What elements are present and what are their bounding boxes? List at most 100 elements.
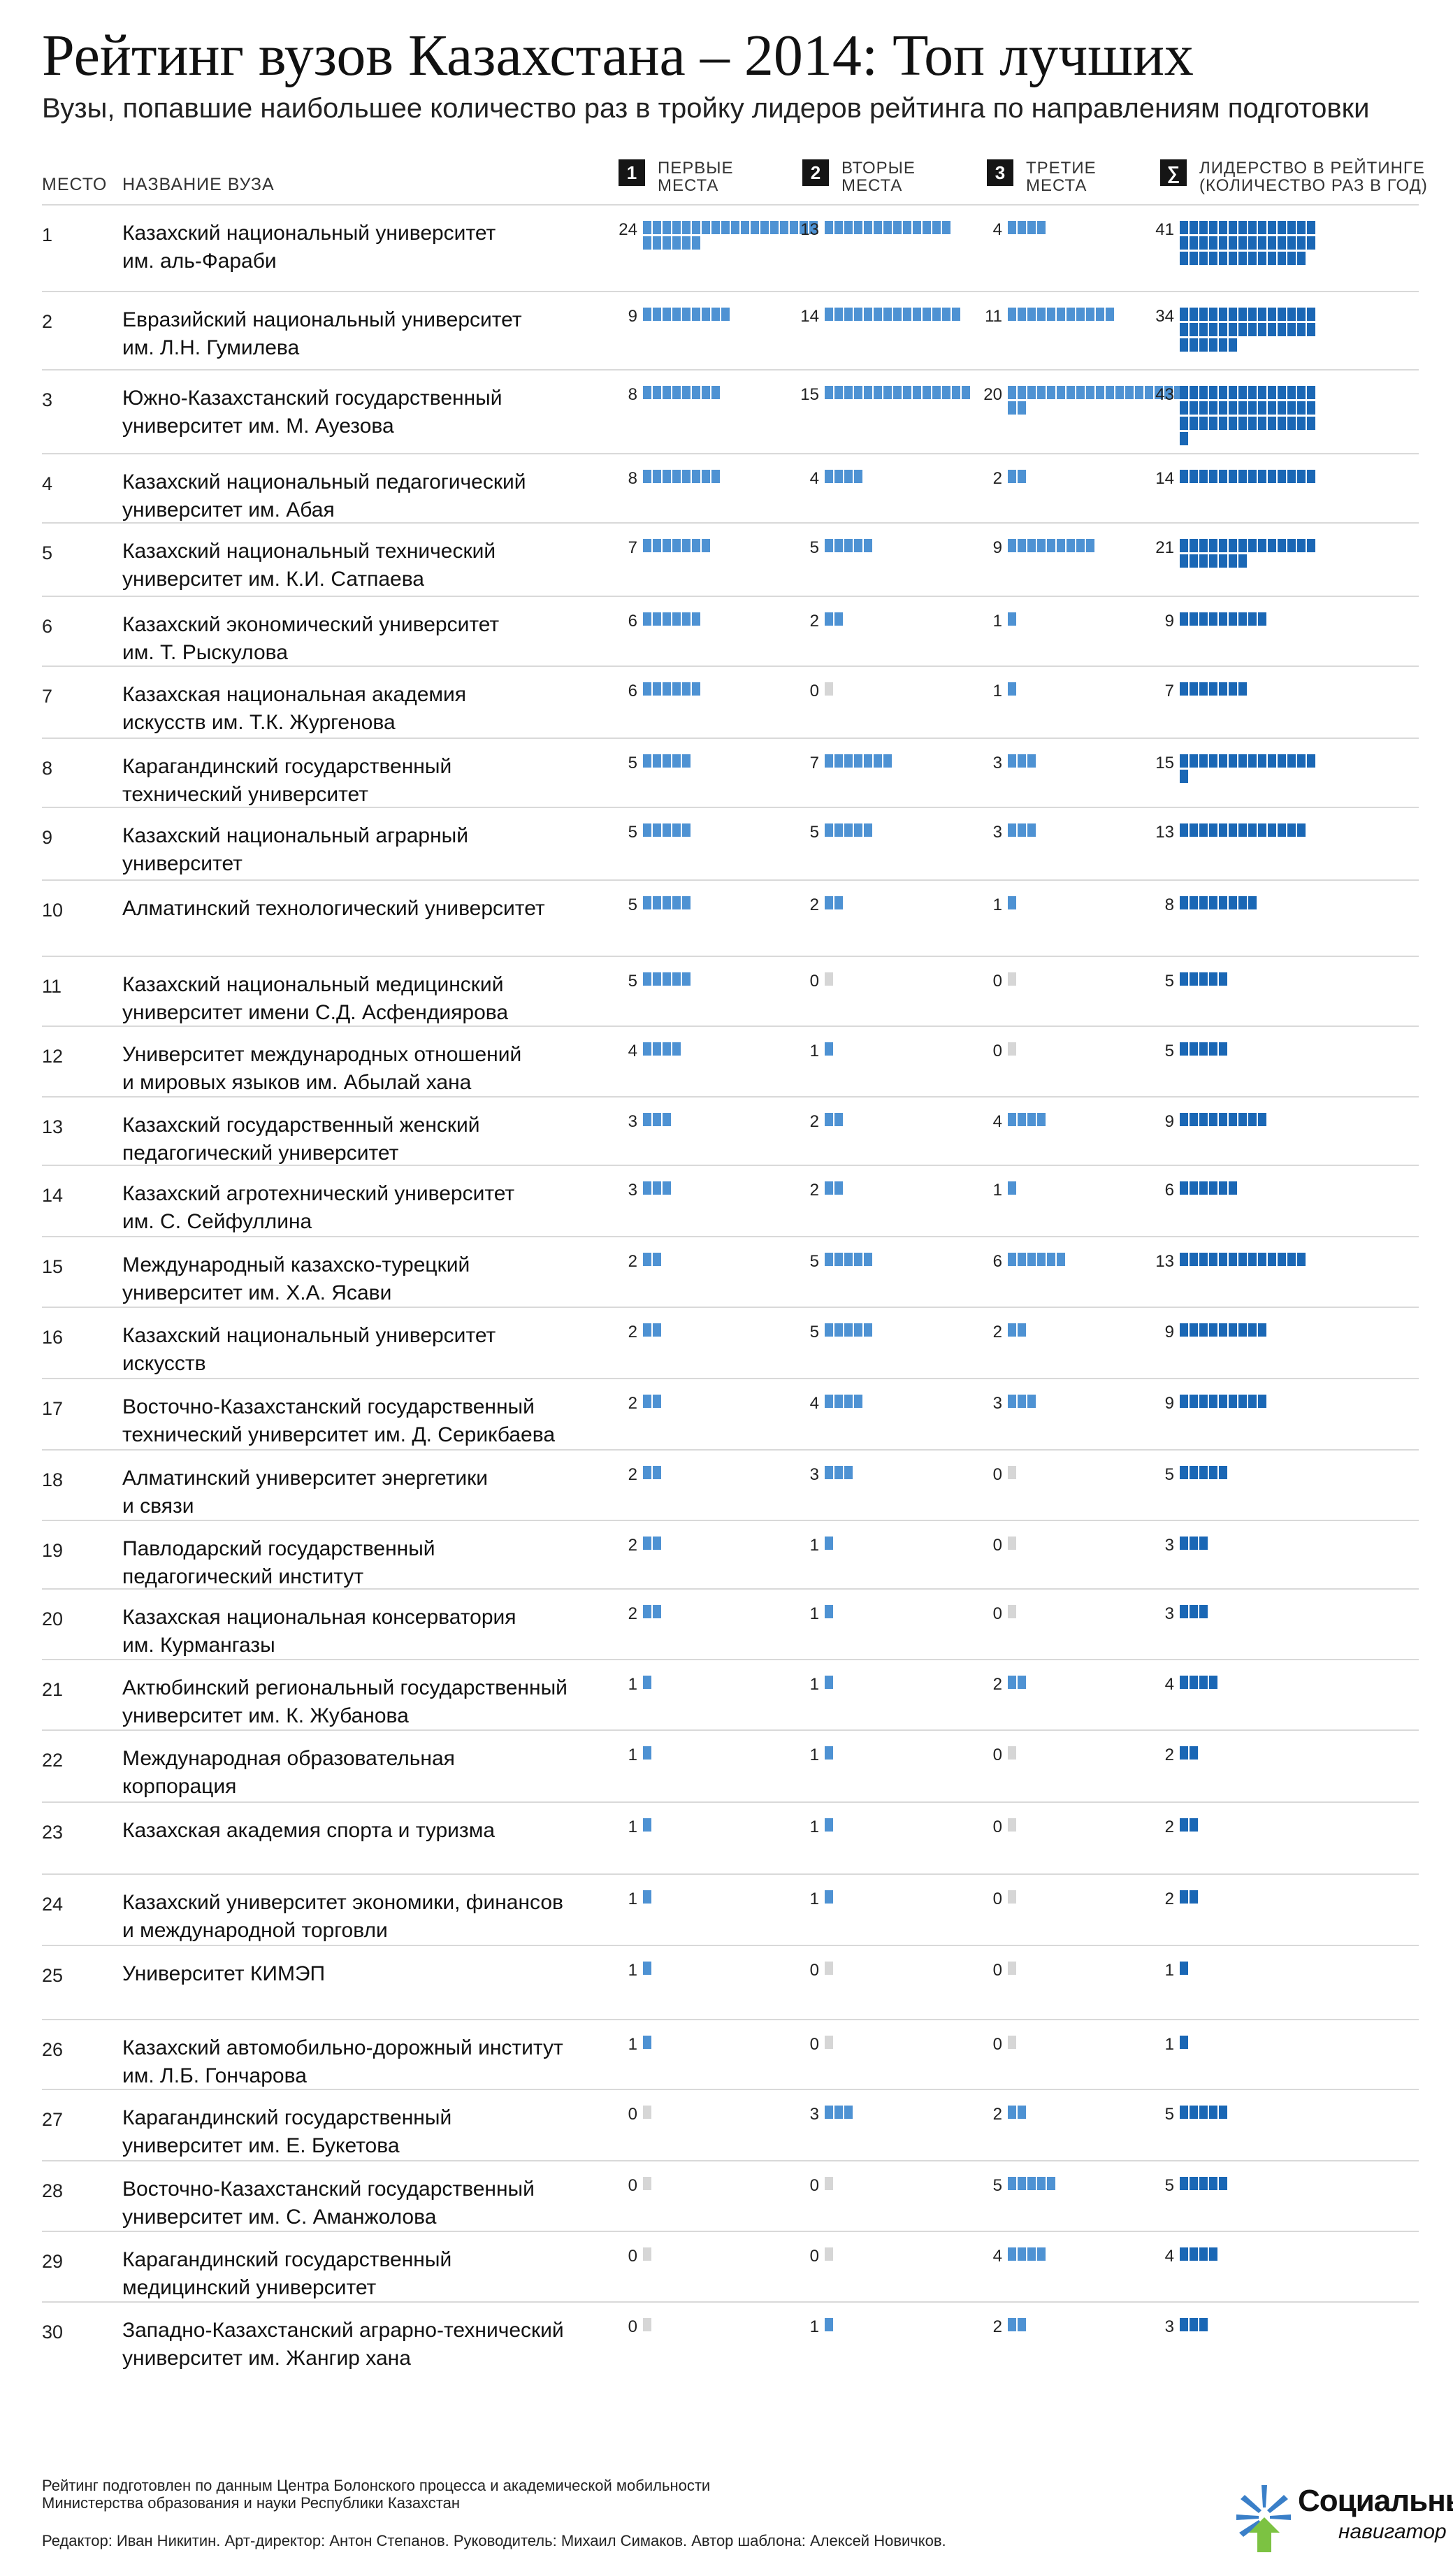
cell-second: 0 xyxy=(810,2247,1001,2266)
bar-block xyxy=(1180,2106,1188,2119)
bar-block xyxy=(1155,386,1163,399)
cell-third: 4 xyxy=(993,221,1184,239)
bar-block xyxy=(942,221,950,234)
bar-block xyxy=(682,896,691,909)
bar-block-empty xyxy=(825,2177,833,2190)
bar-block xyxy=(834,823,843,837)
bar-second xyxy=(825,221,1001,236)
bar-block xyxy=(1297,823,1306,837)
bar-block xyxy=(1278,417,1286,430)
bar-block xyxy=(1190,2106,1198,2119)
bar-block xyxy=(844,386,853,399)
cell-total: 5 xyxy=(1165,2106,1317,2124)
bar-second xyxy=(825,823,1001,839)
value-label-third: 5 xyxy=(992,2176,1002,2195)
cell-total: 5 xyxy=(1165,972,1317,991)
bar-second xyxy=(825,1537,1001,1552)
value-label-first: 0 xyxy=(628,2176,637,2195)
bar-block xyxy=(1258,612,1266,626)
bar-block xyxy=(825,1537,833,1550)
value-label-first: 2 xyxy=(628,1252,637,1271)
cell-total: 14 xyxy=(1155,470,1317,488)
bar-block xyxy=(1190,1676,1198,1689)
row-rank: 17 xyxy=(42,1398,64,1419)
bar-block xyxy=(1238,539,1247,552)
bar-block xyxy=(1209,417,1217,430)
cell-third: 20 xyxy=(983,386,1184,417)
bar-block xyxy=(1027,308,1036,321)
bar-block xyxy=(1199,236,1208,250)
bar-block xyxy=(692,682,700,696)
bar-block xyxy=(1037,2247,1046,2261)
bar-block xyxy=(1209,2106,1217,2119)
bar-block xyxy=(864,1253,872,1266)
row-rank: 28 xyxy=(42,2180,64,2201)
credits: Редактор: Иван Никитин. Арт-директор: Ан… xyxy=(42,2532,946,2549)
row-rank: 19 xyxy=(42,1540,64,1561)
bar-block xyxy=(663,1113,671,1126)
value-label-total: 5 xyxy=(1164,2176,1174,2195)
bar-first xyxy=(643,682,819,698)
bar-block xyxy=(874,754,882,768)
bar-first xyxy=(643,1113,819,1128)
bar-block xyxy=(1180,554,1188,568)
bar-total xyxy=(1180,682,1317,698)
cell-first: 1 xyxy=(628,1962,819,1980)
bar-block xyxy=(1106,308,1114,321)
bar-block xyxy=(834,612,843,626)
bar-third xyxy=(1008,1890,1184,1906)
bar-block xyxy=(864,1323,872,1337)
bar-block xyxy=(1180,432,1188,445)
bar-block xyxy=(1057,386,1065,399)
bar-block xyxy=(1018,823,1026,837)
bar-block xyxy=(864,539,872,552)
bar-third xyxy=(1008,1537,1184,1552)
cell-first: 4 xyxy=(628,1042,819,1060)
bar-block xyxy=(1190,896,1198,909)
bar-block xyxy=(1297,221,1306,234)
bar-block xyxy=(1008,2247,1016,2261)
bar-block xyxy=(1190,308,1198,321)
bar-block xyxy=(1018,2177,1026,2190)
table-row: 24 Казахский университет экономики, финан… xyxy=(42,1873,1419,1945)
bar-block xyxy=(834,308,843,321)
bar-block xyxy=(1219,252,1227,265)
bar-third xyxy=(1008,1181,1184,1197)
bar-block xyxy=(643,1181,651,1195)
university-name: Казахский национальный университет искус… xyxy=(122,1324,496,1375)
value-label-first: 1 xyxy=(628,1890,637,1908)
cell-third: 0 xyxy=(993,1818,1184,1836)
value-label-third: 4 xyxy=(992,220,1002,239)
bar-block xyxy=(825,1818,833,1832)
bar-block xyxy=(932,221,941,234)
cell-second: 7 xyxy=(810,754,1001,772)
bar-block xyxy=(1307,386,1315,399)
bar-block xyxy=(663,308,671,321)
bar-block xyxy=(751,221,759,234)
bar-block xyxy=(1199,1395,1208,1408)
bar-block xyxy=(1180,2318,1188,2331)
bar-block xyxy=(1297,470,1306,483)
bar-block-empty xyxy=(825,972,833,986)
bar-block xyxy=(1287,323,1296,336)
cell-second: 13 xyxy=(800,221,1001,239)
bar-block xyxy=(1229,386,1237,399)
value-label-total: 15 xyxy=(1155,754,1174,772)
bar-block xyxy=(1278,252,1286,265)
bar-block xyxy=(1096,308,1104,321)
value-label-first: 3 xyxy=(628,1112,637,1131)
bar-block xyxy=(1278,323,1286,336)
bar-block xyxy=(1008,401,1016,415)
bar-block xyxy=(682,308,691,321)
bar-total xyxy=(1180,1181,1317,1197)
value-label-first: 0 xyxy=(628,2247,637,2266)
bar-block xyxy=(834,754,843,768)
value-label-second: 3 xyxy=(809,2105,819,2124)
bar-block xyxy=(643,2036,651,2049)
bar-third xyxy=(1008,2247,1184,2263)
value-label-third: 0 xyxy=(992,1746,1002,1764)
bar-third xyxy=(1008,823,1184,839)
bar-block xyxy=(1008,386,1016,399)
header-second-places: 2 Вторые места xyxy=(802,159,916,194)
bar-third xyxy=(1008,2177,1184,2192)
